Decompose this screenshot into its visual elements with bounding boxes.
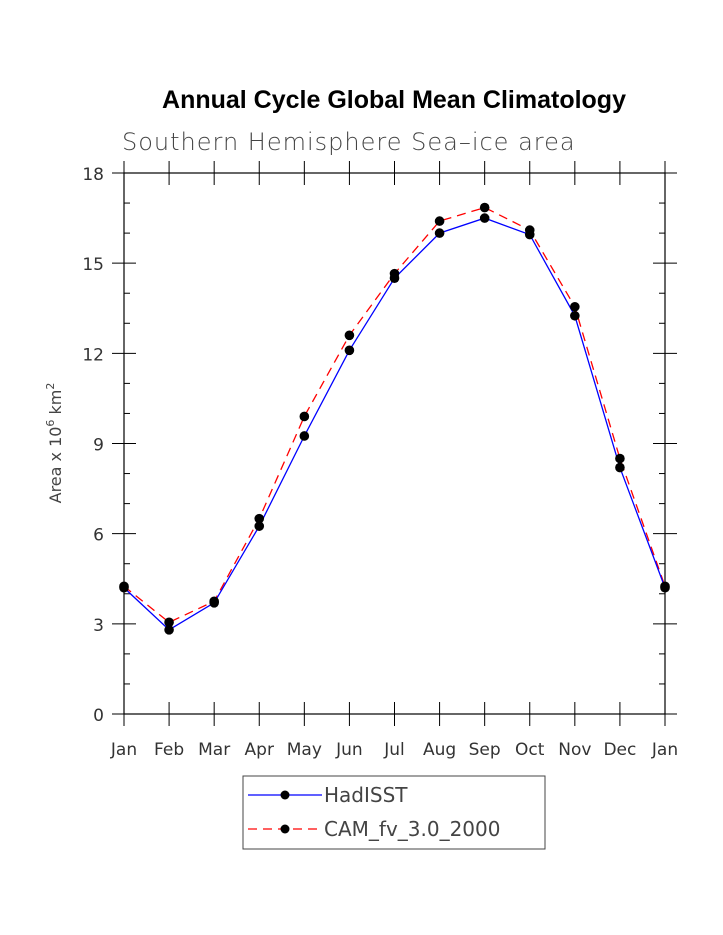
series-0-point [479, 213, 490, 223]
y-axis-label-unit-exponent: 2 [44, 383, 57, 390]
chart-title: Annual Cycle Global Mean Climatology [162, 86, 626, 114]
x-tick-label: Nov [558, 740, 591, 760]
y-tick-label: 18 [82, 165, 104, 185]
y-tick-label: 3 [93, 616, 104, 636]
x-tick-label: May [287, 740, 322, 760]
plot-axes: Jan Feb Mar Apr May Jun Jul Aug Sep Oct Nov Dec Jan 0… [82, 161, 678, 760]
y-tick-label: 9 [93, 436, 104, 456]
x-tick-label: Apr [245, 740, 274, 760]
x-tick-label: Aug [423, 740, 456, 760]
series-layer [119, 202, 670, 635]
series-1-point [389, 268, 400, 279]
x-tick-label: Dec [603, 740, 636, 760]
series-0-point [434, 228, 445, 238]
series-1-point [164, 617, 174, 628]
x-tick-label: Jul [383, 740, 405, 760]
series-1-point [615, 453, 625, 464]
y-tick-label: 12 [82, 345, 104, 365]
legend: HadISST CAM_fv_3.0_2000 [242, 775, 546, 850]
y-axis-label-text: Area x 10 [46, 427, 65, 504]
series-1-point [119, 581, 129, 592]
x-tick-label: Jan [110, 740, 137, 760]
x-tick-label: Feb [154, 740, 184, 760]
legend-marker-cam [280, 824, 290, 834]
series-1-point [570, 301, 580, 312]
series-1-point [299, 411, 310, 422]
series-1-point [344, 330, 355, 341]
legend-marker-hadisst [280, 790, 290, 800]
y-tick-label: 15 [82, 255, 104, 275]
legend-label-hadisst: HadISST [324, 783, 408, 807]
series-1-point [254, 513, 265, 524]
series-1-point [660, 581, 670, 592]
series-1-point [209, 596, 219, 607]
series-0-point [299, 431, 310, 441]
y-axis-label: Area x 106 km2 [44, 383, 65, 504]
x-tick-label: Sep [469, 740, 501, 760]
series-0-point [164, 625, 174, 635]
series-0-point [344, 345, 355, 356]
series-1-point [479, 202, 490, 213]
legend-label-cam: CAM_fv_3.0_2000 [324, 817, 500, 841]
series-1-point [524, 225, 535, 235]
y-axis-label-exponent: 6 [44, 420, 57, 427]
legend-box [242, 775, 546, 850]
x-tick-label: Jan [651, 740, 678, 760]
plot-frame [123, 172, 666, 715]
x-tick-label: Jun [335, 740, 363, 760]
y-axis-label-unit: km [46, 390, 65, 420]
x-tick-label: Oct [515, 740, 545, 760]
series-0-point [570, 310, 580, 321]
series-0-point [254, 521, 265, 531]
x-tick-label: Mar [198, 740, 230, 760]
y-tick-label: 0 [93, 706, 104, 726]
chart-subtitle: Southern Hemisphere Sea–ice area [122, 128, 576, 156]
series-1-point [434, 216, 445, 226]
y-tick-label: 6 [93, 526, 104, 546]
series-0-point [615, 462, 625, 473]
